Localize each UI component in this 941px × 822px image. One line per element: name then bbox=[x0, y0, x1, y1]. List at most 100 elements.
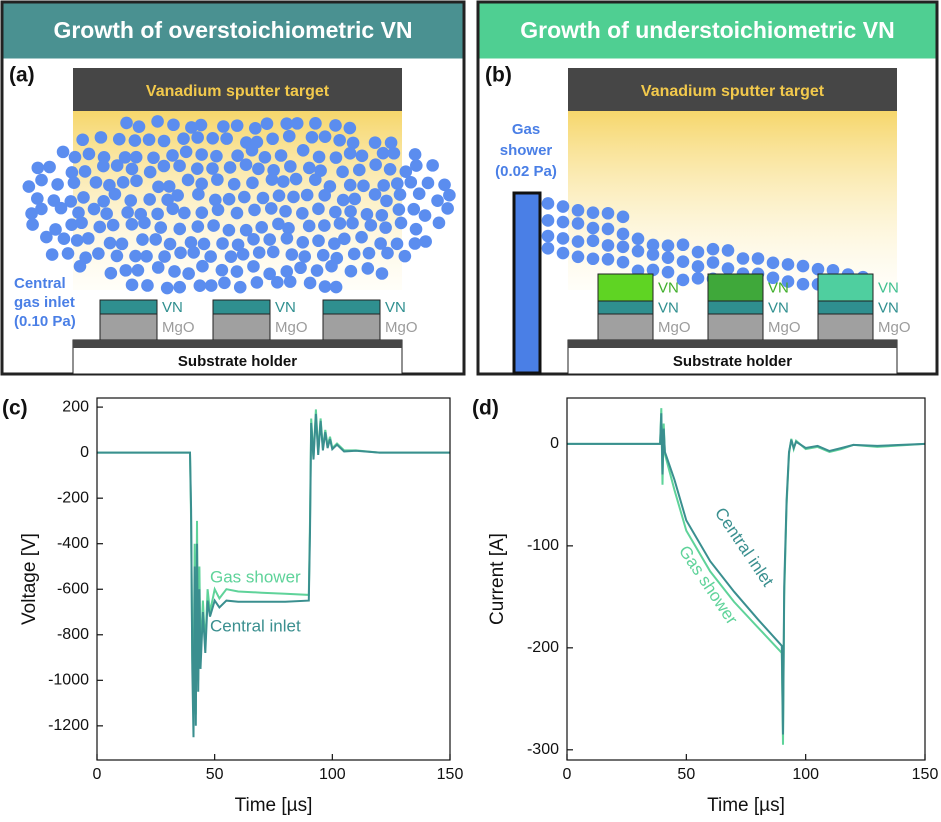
gas-molecule bbox=[343, 178, 357, 192]
gas-molecule bbox=[149, 233, 162, 246]
gas-molecule bbox=[35, 173, 48, 187]
film-layer bbox=[817, 273, 874, 302]
gas-molecule bbox=[294, 261, 307, 275]
y-tick-label: -1200 bbox=[48, 717, 89, 734]
target-text: Vanadium sputter target bbox=[641, 83, 825, 100]
gas-molecule bbox=[65, 166, 79, 179]
y-tick-label: -1000 bbox=[48, 672, 89, 689]
gas-molecule bbox=[601, 252, 615, 266]
gas-molecule bbox=[336, 165, 349, 179]
gas-molecule bbox=[184, 236, 198, 249]
inlet-label: gas inlet bbox=[14, 294, 75, 311]
gas-molecule bbox=[97, 159, 110, 173]
x-tick-label: 50 bbox=[677, 766, 695, 783]
gas-molecule bbox=[272, 189, 286, 202]
gas-molecule bbox=[230, 119, 244, 132]
gas-molecule bbox=[192, 188, 205, 201]
gas-molecule bbox=[586, 252, 600, 266]
gas-molecule bbox=[616, 240, 630, 254]
x-tick-label: 150 bbox=[912, 766, 939, 783]
gas-molecule bbox=[277, 175, 290, 188]
gas-molecule bbox=[108, 187, 122, 201]
gas-molecule bbox=[316, 248, 330, 262]
gas-molecule bbox=[70, 234, 84, 247]
y-tick-label: -800 bbox=[57, 626, 89, 643]
film-layer bbox=[707, 273, 764, 302]
film-layer bbox=[212, 299, 271, 315]
gas-molecule bbox=[115, 237, 129, 251]
gas-molecule bbox=[616, 227, 630, 241]
panel-label: (b) bbox=[485, 64, 512, 87]
gas-molecule bbox=[174, 246, 187, 260]
gas-molecule bbox=[56, 145, 70, 159]
gas-molecule bbox=[130, 174, 143, 188]
film-layer bbox=[707, 300, 764, 315]
gas-molecule bbox=[328, 237, 341, 250]
x-tick-label: 100 bbox=[792, 766, 819, 783]
gas-molecule bbox=[329, 205, 342, 219]
gas-molecule bbox=[421, 176, 435, 190]
x-tick-label: 0 bbox=[563, 766, 572, 783]
gas-molecule bbox=[182, 267, 195, 280]
gas-molecule bbox=[247, 232, 260, 246]
gas-molecule bbox=[364, 218, 378, 232]
gas-molecule bbox=[217, 120, 230, 133]
gas-molecule bbox=[61, 247, 75, 260]
gas-molecule bbox=[248, 203, 261, 217]
inlet-label: shower bbox=[500, 142, 553, 159]
gas-molecule bbox=[118, 151, 132, 164]
gas-molecule bbox=[157, 134, 171, 148]
gas-molecule bbox=[191, 131, 204, 144]
gas-molecule bbox=[318, 130, 332, 143]
x-tick-label: 100 bbox=[319, 766, 346, 783]
gas-molecule bbox=[116, 176, 130, 189]
gas-molecule bbox=[390, 237, 404, 251]
gas-molecule bbox=[556, 232, 570, 245]
gas-molecule bbox=[252, 246, 266, 259]
gas-molecule bbox=[89, 176, 103, 189]
y-tick-label: -600 bbox=[57, 580, 89, 597]
gas-molecule bbox=[329, 280, 343, 294]
plot-frame bbox=[566, 397, 926, 761]
gas-molecule bbox=[178, 206, 191, 220]
target-text: Vanadium sputter target bbox=[146, 83, 330, 100]
gas-molecule bbox=[280, 265, 294, 278]
gas-molecule bbox=[661, 239, 675, 253]
gas-molecule bbox=[409, 222, 423, 236]
gas-molecule bbox=[57, 232, 71, 245]
gas-molecule bbox=[661, 265, 675, 279]
y-tick-label: 200 bbox=[62, 398, 89, 415]
y-tick-label: -100 bbox=[527, 537, 559, 554]
gas-molecule bbox=[211, 173, 224, 186]
gas-molecule bbox=[120, 116, 133, 130]
gas-molecule bbox=[706, 242, 720, 256]
gas-molecule bbox=[309, 173, 322, 187]
gas-molecule bbox=[163, 237, 177, 251]
inlet-label: Gas bbox=[512, 121, 540, 138]
gas-molecule bbox=[263, 267, 276, 281]
y-tick-label: -200 bbox=[57, 489, 89, 506]
gas-molecule bbox=[541, 214, 555, 227]
x-axis-title: Time [µs] bbox=[707, 795, 785, 816]
gas-molecule bbox=[94, 131, 108, 144]
gas-molecule bbox=[381, 246, 394, 260]
gas-molecule bbox=[336, 193, 350, 207]
film-layer bbox=[597, 300, 654, 315]
gas-molecule bbox=[601, 206, 615, 220]
gas-molecule bbox=[408, 237, 422, 250]
gas-molecule bbox=[691, 245, 705, 259]
gas-molecule bbox=[76, 133, 89, 147]
gas-molecule bbox=[245, 143, 259, 157]
gas-molecule bbox=[173, 159, 186, 173]
gas-molecule bbox=[173, 280, 186, 294]
gas-molecule bbox=[255, 221, 268, 234]
gas-molecule bbox=[193, 279, 207, 292]
gas-molecule bbox=[140, 250, 153, 263]
gas-molecule bbox=[191, 162, 204, 175]
gas-molecule bbox=[556, 215, 570, 229]
layer-label: VN bbox=[385, 299, 406, 316]
layer-label: VN bbox=[162, 299, 183, 316]
gas-molecule bbox=[296, 143, 310, 157]
layer-label: VN bbox=[878, 279, 899, 296]
